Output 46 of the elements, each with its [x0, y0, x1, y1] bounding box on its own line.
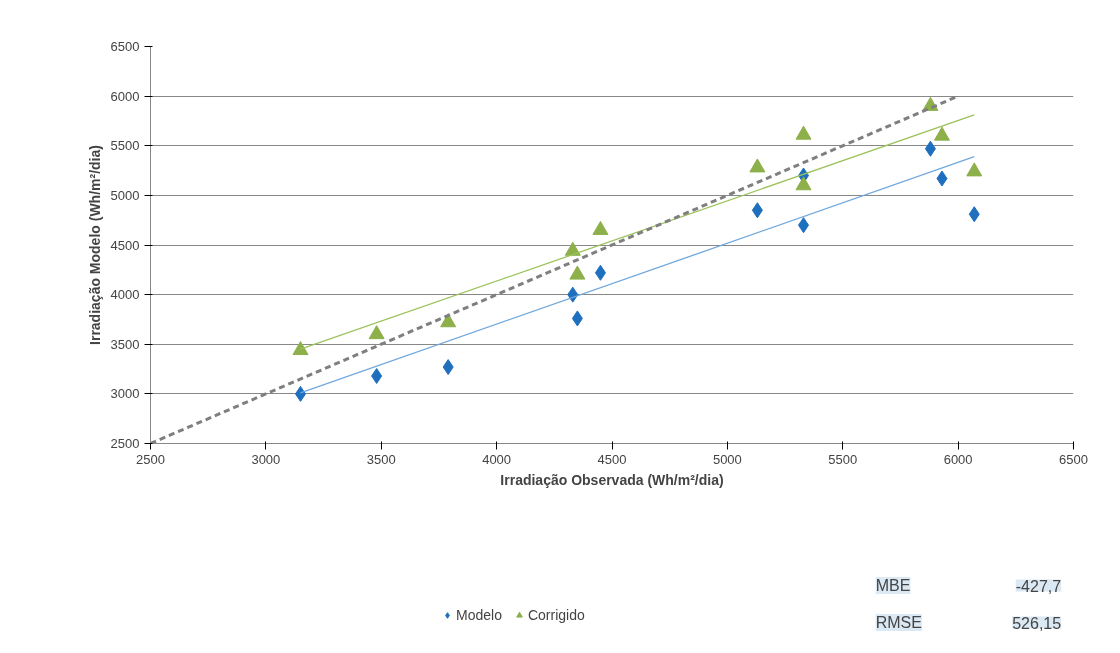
y-tick-label: 4500	[110, 237, 140, 253]
y-tick-label: 2500	[110, 436, 140, 451]
text: RMSE	[875, 614, 922, 631]
x-tick-label: 4000	[482, 451, 512, 467]
point	[749, 158, 766, 173]
point	[933, 126, 950, 141]
x-tick-label: 5000	[712, 451, 742, 467]
x-tick-label: 4500	[597, 451, 627, 467]
y-tick-label: 5000	[110, 187, 140, 203]
point	[440, 313, 457, 328]
point	[936, 170, 948, 187]
point	[795, 125, 812, 140]
point	[368, 325, 385, 340]
x-tick-label: 6500	[1059, 451, 1088, 467]
y-tick-label: 6500	[110, 39, 140, 54]
point	[371, 368, 383, 385]
point	[594, 264, 606, 281]
y-tick-label: 5500	[110, 138, 140, 154]
text: MBE	[875, 577, 911, 594]
point	[795, 176, 812, 191]
text: -427,7	[1015, 577, 1062, 595]
x-tick-label: 2500	[136, 451, 165, 467]
point	[798, 217, 810, 234]
point	[751, 202, 763, 219]
y-axis-title: Irradiação Modelo (Wh/m²/dia)	[86, 145, 103, 345]
y-tick-label: 6000	[110, 88, 140, 104]
point	[294, 385, 306, 402]
x-tick-label: 5500	[828, 451, 858, 467]
point	[592, 220, 609, 235]
y-tick-label: 3500	[110, 336, 140, 352]
point	[292, 341, 309, 356]
x-axis-title: Irradiação Observada (Wh/m²/dia)	[500, 471, 724, 488]
point	[442, 359, 454, 376]
y-tick-label: 3000	[110, 386, 140, 402]
point	[966, 162, 983, 177]
point	[571, 310, 583, 327]
x-tick-label: 3500	[366, 451, 396, 467]
x-tick-label: 6000	[943, 451, 973, 467]
x-tick-label: 3000	[251, 451, 281, 467]
point	[924, 140, 936, 157]
text: 526,15	[1012, 614, 1062, 632]
legend-label: Corrigido	[527, 607, 585, 623]
legend-label: Modelo	[456, 607, 502, 623]
y-tick-label: 4000	[110, 287, 140, 303]
point	[968, 206, 980, 223]
point	[569, 265, 586, 280]
